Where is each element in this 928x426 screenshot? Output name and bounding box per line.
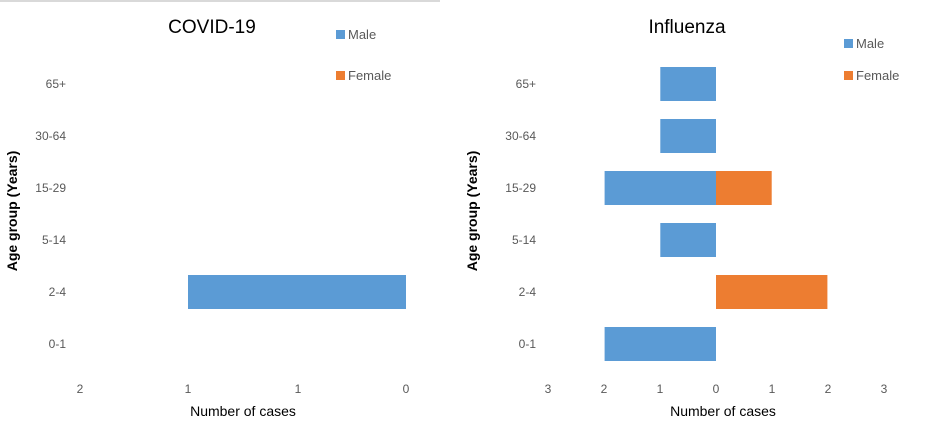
bar-male-5-14 <box>660 223 716 257</box>
x-tick-label: 3 <box>881 382 888 396</box>
x-tick-label: 1 <box>769 382 776 396</box>
legend-swatch-male <box>336 30 345 39</box>
chart-title: COVID-19 <box>168 17 256 38</box>
bar-female-2-4 <box>716 275 828 309</box>
bars-group <box>188 275 406 309</box>
influenza-chart: Influenza Age group (Years) Number of ca… <box>464 17 899 419</box>
category-label: 2-4 <box>49 285 67 299</box>
x-tick-label: 1 <box>185 382 192 396</box>
x-axis-label: Number of cases <box>670 403 776 419</box>
top-divider-line <box>0 0 440 2</box>
x-tick-label: 2 <box>825 382 832 396</box>
x-tick-labels: 3 2 1 0 1 2 3 <box>545 382 888 396</box>
legend-label-male: Male <box>856 36 884 51</box>
category-label: 15-29 <box>505 181 536 195</box>
category-label: 0-1 <box>519 337 537 351</box>
legend-swatch-male <box>844 39 853 48</box>
bar-male-15-29 <box>604 171 716 205</box>
chart-title: Influenza <box>648 17 726 38</box>
legend-label-female: Female <box>856 68 899 83</box>
bar-female-15-29 <box>716 171 772 205</box>
category-label: 5-14 <box>512 233 536 247</box>
legend-swatch-female <box>336 71 345 80</box>
x-tick-label: 0 <box>403 382 410 396</box>
x-tick-label: 2 <box>77 382 84 396</box>
legend-label-female: Female <box>348 68 391 83</box>
x-tick-label: 0 <box>713 382 720 396</box>
legend: Male Female <box>844 36 899 83</box>
category-label: 15-29 <box>35 181 66 195</box>
y-axis-label: Age group (Years) <box>464 151 480 272</box>
legend: Male Female <box>336 27 391 83</box>
legend-label-male: Male <box>348 27 376 42</box>
covid-chart: COVID-19 Age group (Years) Number of cas… <box>4 17 410 419</box>
category-label: 2-4 <box>519 285 537 299</box>
category-labels: 65+ 30-64 15-29 5-14 2-4 0-1 <box>505 77 536 351</box>
bar-male-0-1 <box>604 327 716 361</box>
x-tick-label: 2 <box>601 382 608 396</box>
x-tick-label: 3 <box>545 382 552 396</box>
category-label: 30-64 <box>505 129 536 143</box>
category-label: 0-1 <box>49 337 67 351</box>
y-axis-label: Age group (Years) <box>4 151 20 272</box>
category-label: 65+ <box>516 77 536 91</box>
legend-swatch-female <box>844 71 853 80</box>
bars-group <box>604 67 828 361</box>
bar-male-30-64 <box>660 119 716 153</box>
bar-male-65+ <box>660 67 716 101</box>
x-axis-label: Number of cases <box>190 403 296 419</box>
x-tick-label: 1 <box>295 382 302 396</box>
category-label: 65+ <box>46 77 66 91</box>
bar-male-2-4 <box>188 275 406 309</box>
category-labels: 65+ 30-64 15-29 5-14 2-4 0-1 <box>35 77 66 351</box>
category-label: 5-14 <box>42 233 66 247</box>
x-tick-label: 1 <box>657 382 664 396</box>
category-label: 30-64 <box>35 129 66 143</box>
x-tick-labels: 2 1 1 0 <box>77 382 410 396</box>
